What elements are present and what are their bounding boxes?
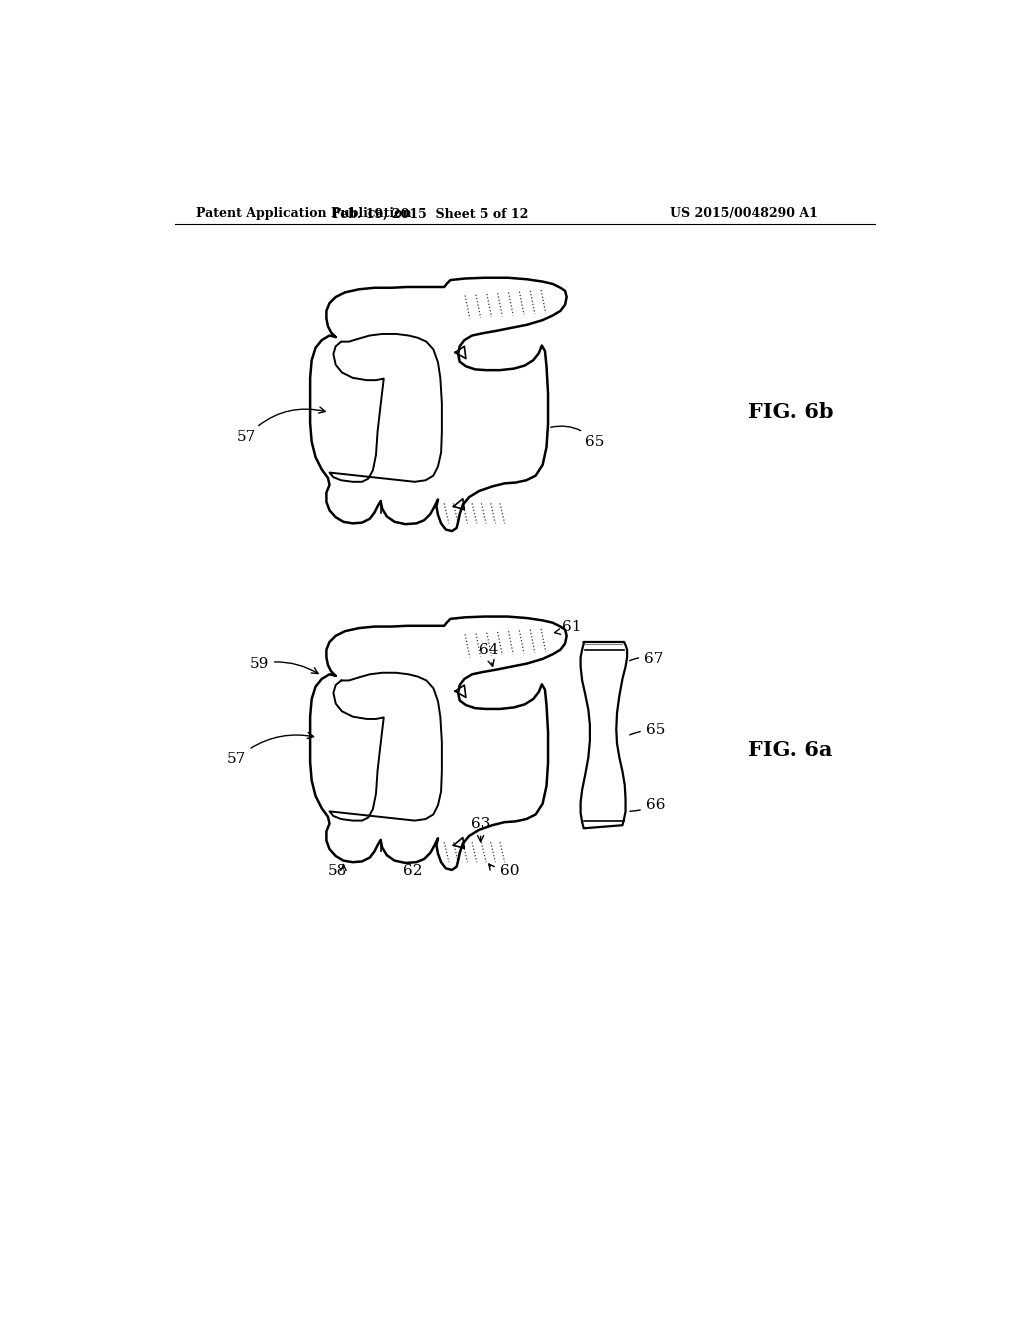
Text: 57: 57 (226, 733, 313, 766)
Text: 66: 66 (630, 799, 666, 812)
Text: 58: 58 (328, 865, 347, 878)
Text: Patent Application Publication: Patent Application Publication (197, 207, 412, 220)
Text: FIG. 6a: FIG. 6a (748, 739, 833, 760)
Text: FIG. 6b: FIG. 6b (748, 403, 834, 422)
Text: 62: 62 (403, 865, 423, 878)
Text: 65: 65 (551, 426, 604, 449)
Text: 67: 67 (630, 652, 664, 665)
Text: 65: 65 (630, 723, 665, 737)
Text: 63: 63 (471, 817, 490, 842)
Text: US 2015/0048290 A1: US 2015/0048290 A1 (671, 207, 818, 220)
Text: 64: 64 (478, 643, 498, 667)
Text: 60: 60 (500, 865, 519, 878)
Text: 57: 57 (237, 407, 326, 444)
Text: Feb. 19, 2015  Sheet 5 of 12: Feb. 19, 2015 Sheet 5 of 12 (332, 207, 528, 220)
Text: 61: 61 (562, 619, 582, 634)
Text: 59: 59 (250, 656, 318, 673)
